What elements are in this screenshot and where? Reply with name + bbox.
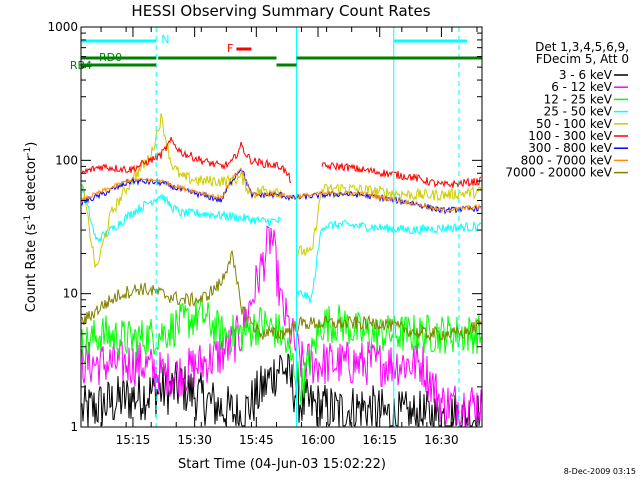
series-line-2: [81, 225, 482, 428]
x-tick-label: 16:15: [362, 433, 397, 447]
series-line-5: [81, 113, 482, 268]
x-tick-label: 16:00: [301, 433, 336, 447]
ticks-layer: 1 10 100 1000 15:15 15:30 15:45 16:00 16:15 16:30: [47, 20, 482, 447]
x-tick-label: 16:30: [424, 433, 459, 447]
series-line-3: [81, 296, 482, 406]
chart-title: HESSI Observing Summary Count Rates: [131, 2, 430, 20]
legend-label-3: 12 - 25 keV: [544, 92, 613, 106]
x-axis-label: Start Time (04-Jun-03 15:02:22): [178, 457, 386, 472]
y-tick-label: 1: [70, 420, 78, 434]
legend-label-5: 50 - 100 keV: [536, 117, 613, 131]
series-line-4: [81, 183, 482, 304]
legend-label-2: 6 - 12 keV: [551, 80, 613, 94]
legend-label-1: 3 - 6 keV: [559, 68, 613, 82]
legend-header-2: FDecim 5, Att 0: [536, 52, 629, 66]
legend-label-9: 7000 - 20000 keV: [505, 166, 612, 180]
series-line-9: [81, 249, 482, 342]
flag-label-n: N: [161, 33, 169, 46]
y-axis-label-sup2: -1: [23, 147, 33, 156]
y-tick-label: 100: [55, 153, 78, 167]
legend-header-1: Det 1,3,4,5,6,9,: [535, 40, 629, 54]
plot-frame: [80, 26, 483, 428]
y-tick-label: 10: [63, 287, 78, 301]
x-tick-label: 15:15: [116, 433, 151, 447]
y-axis-label-end: ): [24, 142, 39, 147]
legend-label-8: 800 - 7000 keV: [521, 153, 613, 167]
y-axis-label-sup1: -1: [23, 215, 33, 224]
y-axis-label: Count Rate (s-1 detector-1): [23, 142, 39, 313]
legend-label-7: 300 - 800 keV: [528, 141, 612, 155]
legend-label-6: 100 - 300 keV: [528, 129, 612, 143]
flag-label-rd0: RD0: [99, 51, 122, 64]
footer-timestamp: 8-Dec-2009 03:15: [564, 467, 636, 476]
legend-label-4: 25 - 50 keV: [544, 105, 613, 119]
x-tick-label: 15:30: [177, 433, 212, 447]
series-line-6: [81, 137, 482, 189]
y-tick-label: 1000: [47, 20, 78, 34]
flag-label-f: F: [227, 42, 233, 55]
series-layer: [81, 113, 482, 429]
x-tick-label: 15:45: [239, 433, 274, 447]
series-line-8: [81, 167, 482, 214]
y-axis-label-mid: detector: [24, 155, 39, 215]
y-axis-label-main: Count Rate (s: [24, 224, 39, 313]
series-line-1: [81, 353, 482, 429]
